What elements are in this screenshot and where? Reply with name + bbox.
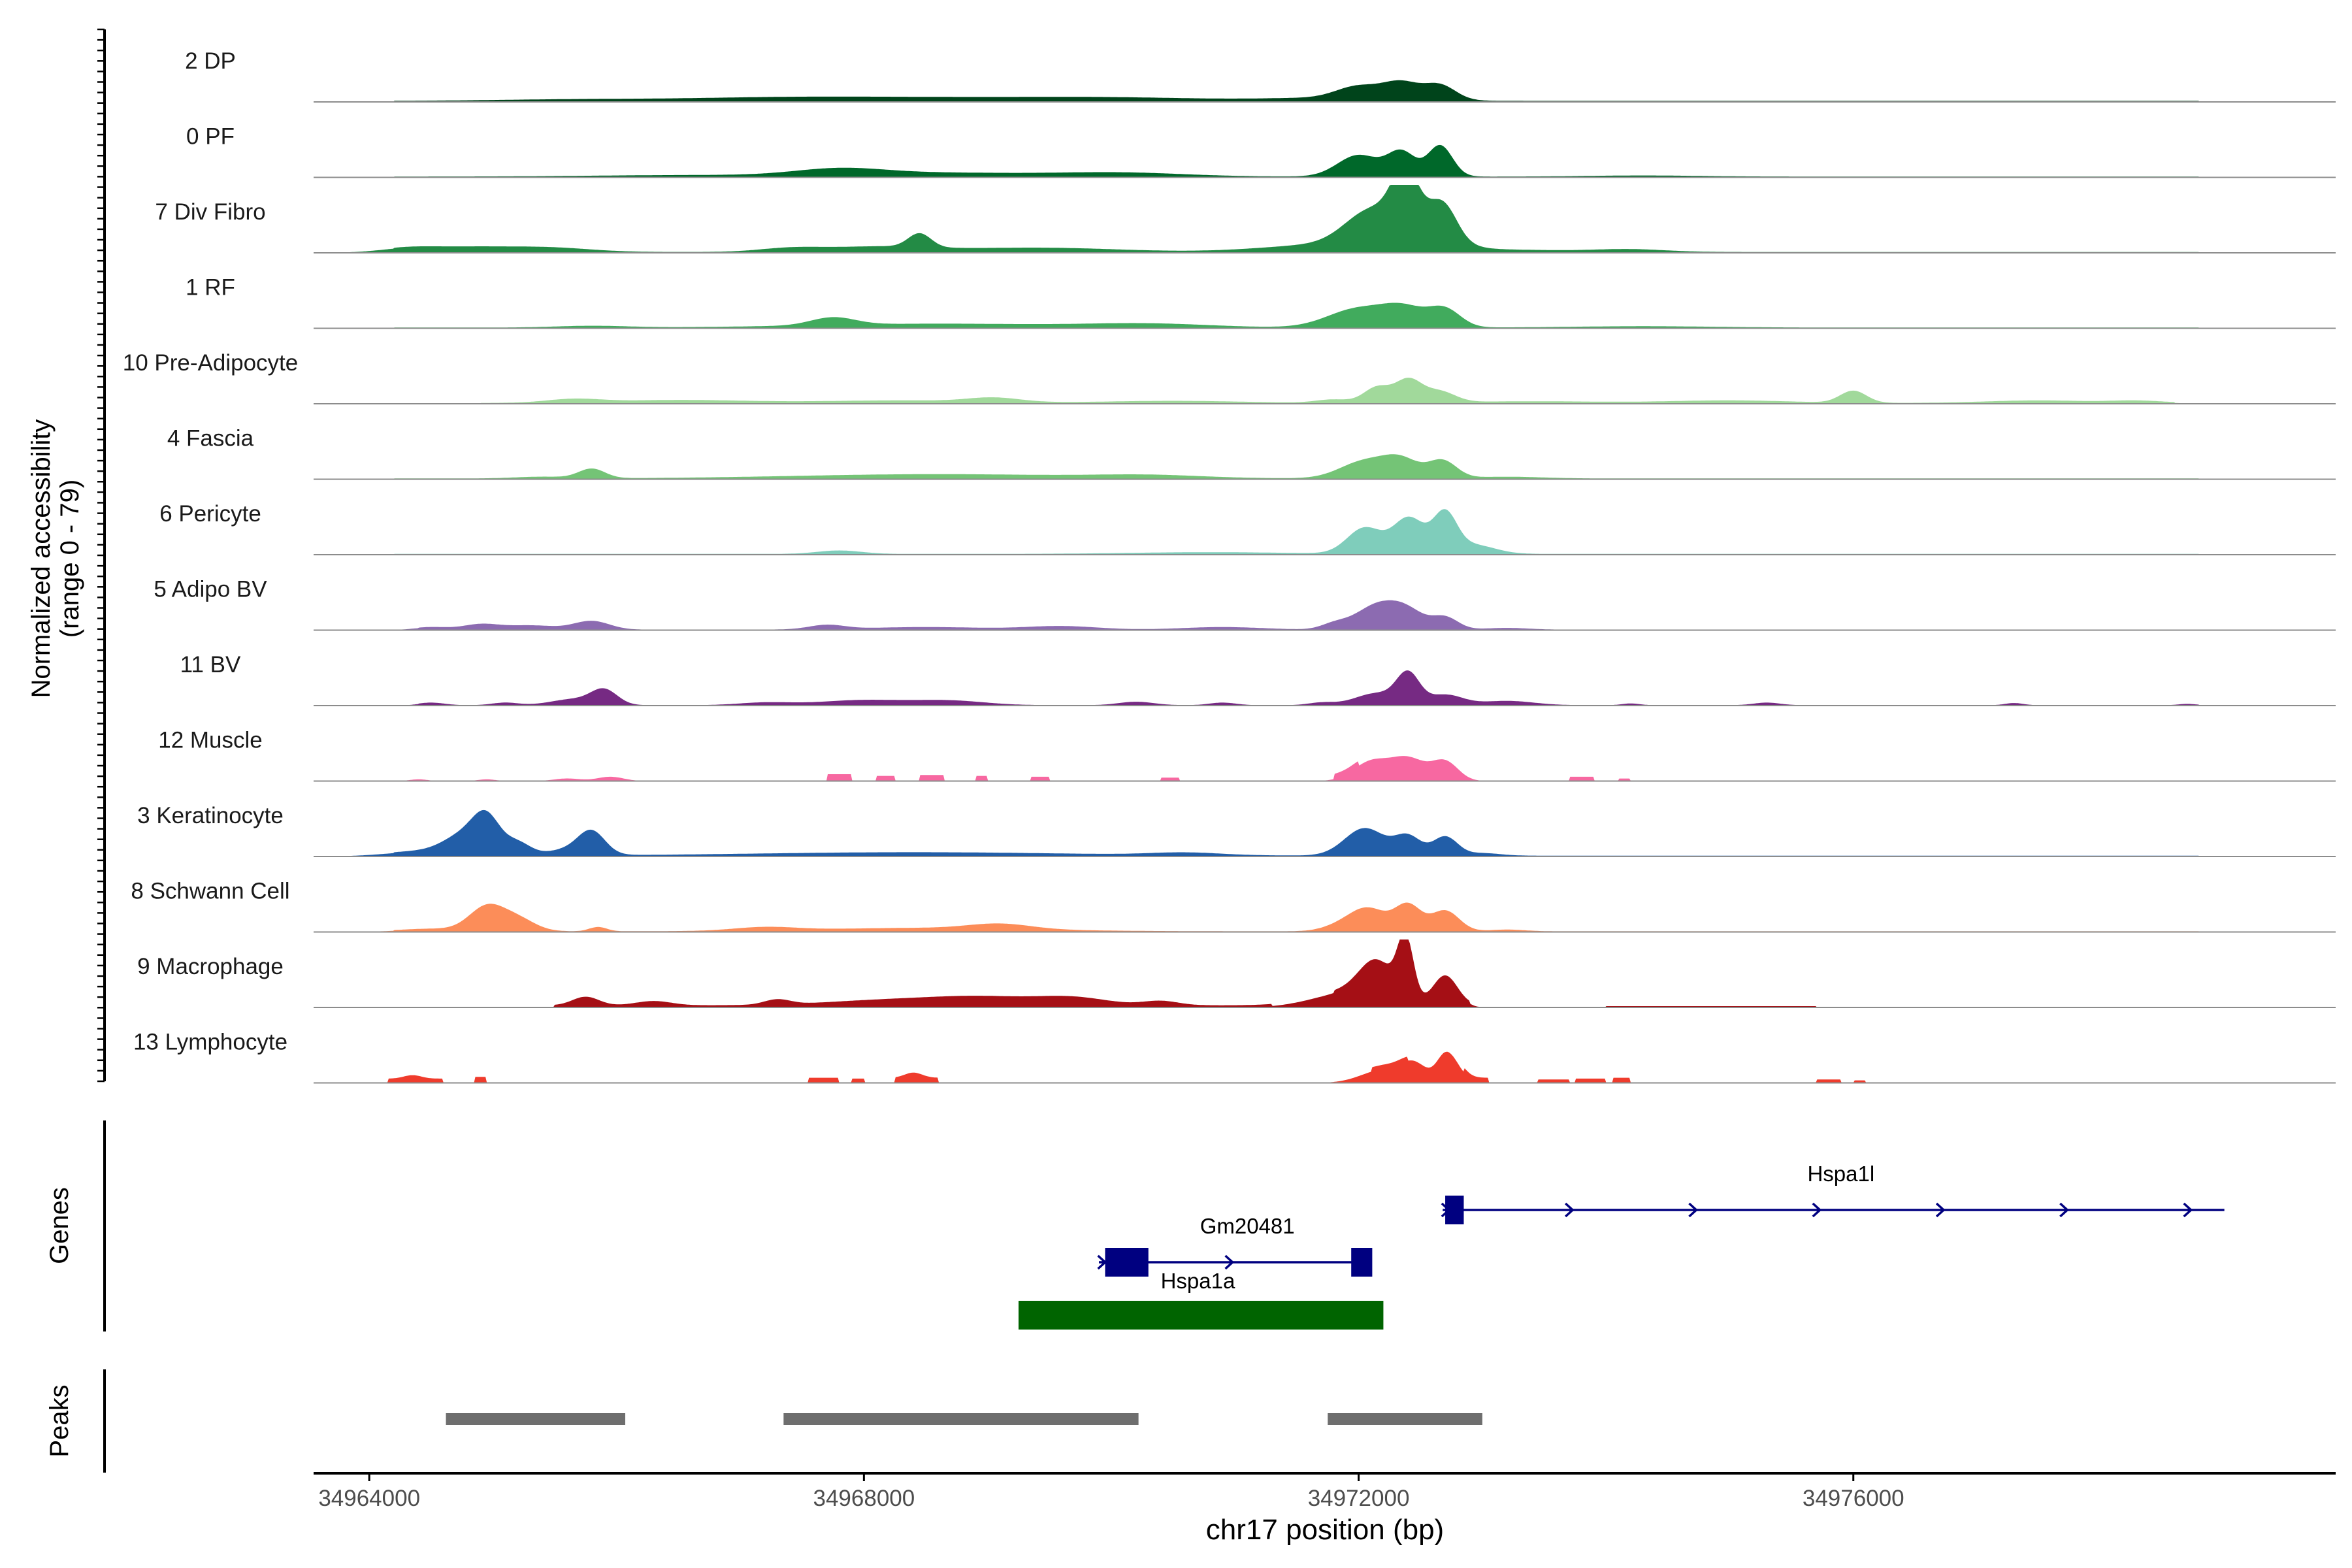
x-axis-label: chr17 position (bp) bbox=[1206, 1514, 1444, 1546]
x-tick-label: 34972000 bbox=[1308, 1486, 1410, 1511]
peaks-panel bbox=[446, 1413, 1482, 1425]
gene-exon-gm20481 bbox=[1351, 1248, 1373, 1277]
coverage-area-8-schwann-cell bbox=[314, 902, 2336, 932]
y-axis-range-label: (range 0 - 79) bbox=[56, 480, 84, 638]
gene-exon-gm20481 bbox=[1105, 1248, 1149, 1277]
track-6-pericyte: 6 Pericyte bbox=[159, 501, 2336, 555]
coverage-area-0-pf bbox=[314, 144, 2336, 178]
coverage-area-7-div-fibro bbox=[314, 185, 2336, 253]
track-label-11-bv: 11 BV bbox=[180, 652, 241, 678]
track-0-pf: 0 PF bbox=[186, 124, 2336, 178]
peak-region bbox=[783, 1413, 1139, 1425]
track-10-pre-adipocyte: 10 Pre-Adipocyte bbox=[123, 350, 2336, 404]
track-label-12-muscle: 12 Muscle bbox=[158, 728, 263, 753]
y-axis bbox=[97, 28, 106, 1083]
strand-arrow-icon bbox=[1812, 1202, 1822, 1218]
track-9-macrophage: 9 Macrophage bbox=[137, 939, 2336, 1008]
gene-hspa1l: Hspa1l bbox=[1441, 1162, 2225, 1224]
strand-arrow-icon bbox=[1564, 1202, 1575, 1218]
coverage-area-5-adipo-bv bbox=[314, 600, 2336, 630]
coverage-area-2-dp bbox=[314, 80, 2336, 102]
track-11-bv: 11 BV bbox=[180, 652, 2336, 706]
peak-region bbox=[1328, 1413, 1482, 1425]
track-1-rf: 1 RF bbox=[186, 275, 2336, 329]
gene-exon-hspa1l bbox=[1445, 1196, 1464, 1224]
genes-panel-label: Genes bbox=[45, 1187, 74, 1264]
strand-arrow-icon bbox=[1935, 1202, 1946, 1218]
track-4-fascia: 4 Fascia bbox=[167, 426, 2336, 480]
gene-gm20481: Gm20481 bbox=[1097, 1214, 1373, 1277]
genes-panel: Hspa1l Gm20481 Hspa1a bbox=[1018, 1162, 2225, 1330]
gene-label-hspa1a: Hspa1a bbox=[1161, 1269, 1235, 1293]
gene-label-gm20481: Gm20481 bbox=[1200, 1214, 1295, 1238]
track-7-div-fibro: 7 Div Fibro bbox=[155, 185, 2336, 253]
strand-arrow-icon bbox=[2059, 1202, 2069, 1218]
track-label-0-pf: 0 PF bbox=[186, 124, 235, 150]
gene-hspa1a: Hspa1a bbox=[1018, 1269, 1384, 1330]
track-label-3-keratinocyte: 3 Keratinocyte bbox=[137, 803, 284, 828]
x-axis: 34964000 34968000 34972000 34976000 bbox=[318, 1473, 1904, 1511]
x-tick-label: 34964000 bbox=[318, 1486, 420, 1511]
track-8-schwann-cell: 8 Schwann Cell bbox=[131, 879, 2336, 933]
track-label-5-adipo-bv: 5 Adipo BV bbox=[154, 577, 267, 602]
coverage-area-3-keratinocyte bbox=[314, 809, 2336, 857]
track-label-2-dp: 2 DP bbox=[185, 48, 236, 74]
coverage-tracks: 2 DP 0 PF 7 Div Fibro 1 RF 10 Pre-Adipocyte 4… bbox=[123, 48, 2336, 1084]
track-label-10-pre-adipocyte: 10 Pre-Adipocyte bbox=[123, 350, 298, 376]
strand-arrow-icon bbox=[1224, 1254, 1235, 1270]
y-axis-label: Normalized accessibility bbox=[27, 419, 56, 698]
gene-label-hspa1l: Hspa1l bbox=[1807, 1162, 1874, 1186]
track-label-4-fascia: 4 Fascia bbox=[167, 426, 254, 451]
track-13-lymphocyte: 13 Lymphocyte bbox=[133, 1030, 2336, 1084]
coverage-area-10-pre-adipocyte bbox=[314, 378, 2336, 404]
track-2-dp: 2 DP bbox=[185, 48, 2336, 103]
track-label-7-div-fibro: 7 Div Fibro bbox=[155, 199, 265, 225]
track-3-keratinocyte: 3 Keratinocyte bbox=[137, 803, 2336, 857]
track-12-muscle: 12 Muscle bbox=[158, 728, 2336, 782]
coverage-area-1-rf bbox=[314, 302, 2336, 329]
peak-region bbox=[446, 1413, 626, 1425]
peaks-panel-label: Peaks bbox=[45, 1384, 74, 1457]
strand-arrow-icon bbox=[1688, 1202, 1699, 1218]
track-label-9-macrophage: 9 Macrophage bbox=[137, 954, 284, 979]
x-tick-label: 34968000 bbox=[813, 1486, 915, 1511]
strand-arrow-icon bbox=[2183, 1202, 2193, 1218]
track-5-adipo-bv: 5 Adipo BV bbox=[154, 577, 2336, 631]
track-label-13-lymphocyte: 13 Lymphocyte bbox=[133, 1030, 287, 1055]
x-tick-label: 34976000 bbox=[1803, 1486, 1904, 1511]
gene-body-hspa1a bbox=[1018, 1301, 1384, 1330]
coverage-area-4-fascia bbox=[314, 454, 2336, 480]
track-label-8-schwann-cell: 8 Schwann Cell bbox=[131, 879, 289, 904]
track-label-1-rf: 1 RF bbox=[186, 275, 235, 301]
track-label-6-pericyte: 6 Pericyte bbox=[159, 501, 261, 527]
